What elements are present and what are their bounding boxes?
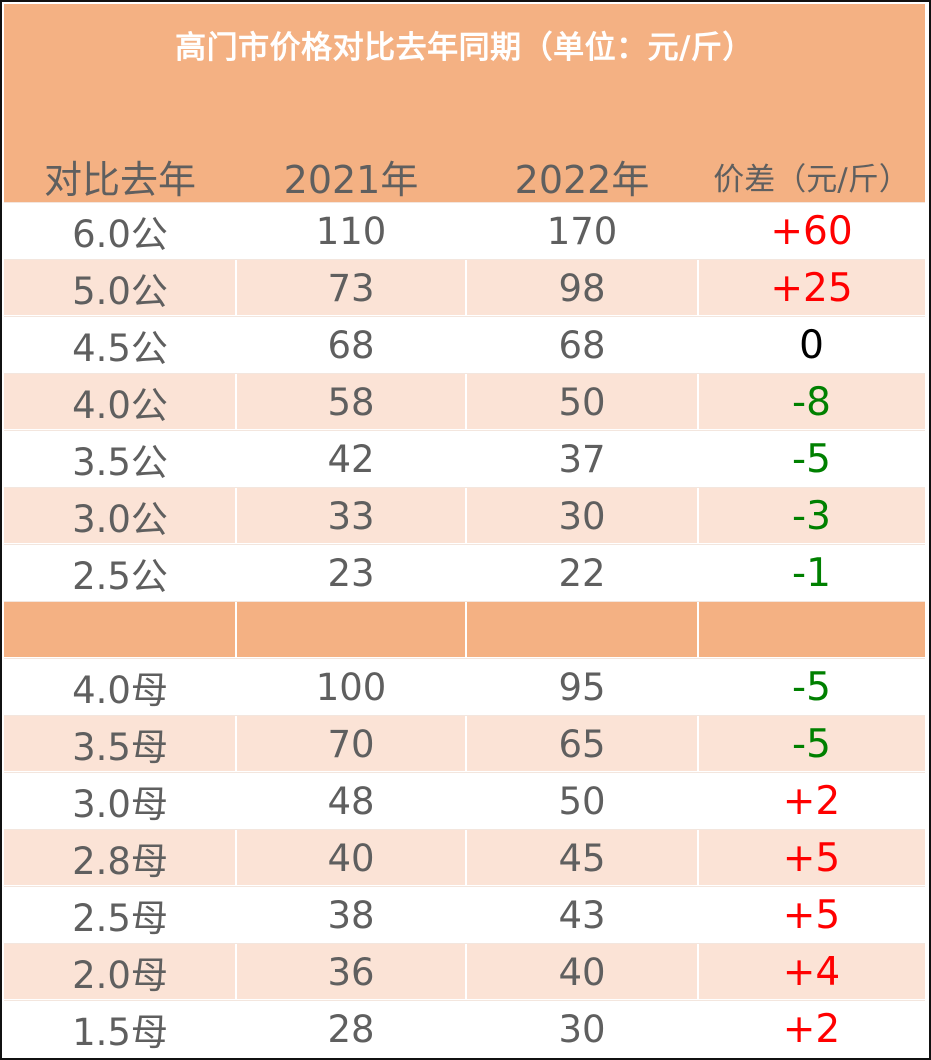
table-row: 2.0母 36 40 +4	[4, 943, 925, 1000]
column-divider	[465, 830, 467, 886]
spec-cell: 4.5公	[72, 327, 168, 370]
price-2021-cell: 40	[327, 836, 375, 880]
header-price-diff: 价差（元/斤）	[713, 161, 910, 198]
price-diff-cell: -8	[792, 379, 831, 425]
column-divider	[465, 716, 467, 772]
table-header: 高门市价格对比去年同期（单位：元/斤） 对比去年 2021年 2022年 价差（…	[4, 4, 925, 202]
table-row: 1.5母 28 30 +2	[4, 1000, 925, 1056]
spec-cell: 3.0母	[72, 783, 168, 826]
spec-cell: 1.5母	[72, 1011, 168, 1054]
price-diff-cell: +60	[770, 208, 853, 254]
price-diff-cell: +2	[782, 778, 841, 824]
column-divider	[465, 944, 467, 1000]
price-2022-cell: 43	[558, 893, 606, 937]
spec-cell: 2.5母	[72, 897, 168, 940]
column-divider	[465, 602, 467, 658]
column-divider	[697, 260, 699, 316]
table-row: 6.0公 110 170 +60	[4, 202, 925, 258]
column-divider	[235, 716, 237, 772]
table-row: 2.5公 23 22 -1	[4, 544, 925, 600]
column-divider	[235, 374, 237, 430]
spec-cell: 2.5公	[72, 555, 168, 598]
column-divider	[235, 944, 237, 1000]
table-row: 3.5公 42 37 -5	[4, 430, 925, 486]
price-2022-cell: 30	[558, 1007, 606, 1051]
header-2021: 2021年	[283, 157, 419, 202]
price-diff-cell: +4	[782, 949, 841, 995]
column-divider	[697, 830, 699, 886]
separator-row	[4, 601, 925, 658]
column-divider	[697, 716, 699, 772]
price-2021-cell: 58	[327, 380, 375, 424]
table-row: 3.0母 48 50 +2	[4, 772, 925, 828]
price-2022-cell: 50	[558, 779, 606, 823]
price-2022-cell: 170	[546, 209, 618, 253]
column-divider	[697, 944, 699, 1000]
table-row: 4.0公 58 50 -8	[4, 373, 925, 430]
price-diff-cell: -5	[792, 436, 831, 482]
spec-cell: 2.8母	[72, 840, 168, 883]
price-2022-cell: 95	[558, 665, 606, 709]
column-divider	[235, 260, 237, 316]
table-row: 2.8母 40 45 +5	[4, 829, 925, 886]
table-row: 3.0公 33 30 -3	[4, 487, 925, 544]
price-2021-cell: 110	[315, 209, 387, 253]
spec-cell: 3.5公	[72, 441, 168, 484]
spec-cell: 5.0公	[72, 270, 168, 313]
price-2022-cell: 37	[558, 437, 606, 481]
header-2022: 2022年	[514, 157, 650, 202]
spec-cell: 3.0公	[72, 498, 168, 541]
spec-cell: 4.0母	[72, 669, 168, 712]
price-2022-cell: 68	[558, 323, 606, 367]
column-divider	[697, 374, 699, 430]
price-2021-cell: 38	[327, 893, 375, 937]
price-2021-cell: 23	[327, 551, 375, 595]
price-2022-cell: 40	[558, 950, 606, 994]
column-divider	[465, 374, 467, 430]
column-divider	[235, 602, 237, 658]
table-row: 4.0母 100 95 -5	[4, 658, 925, 714]
column-divider	[697, 488, 699, 544]
column-divider	[235, 830, 237, 886]
price-2022-cell: 65	[558, 722, 606, 766]
price-2021-cell: 73	[327, 266, 375, 310]
table-row: 5.0公 73 98 +25	[4, 259, 925, 316]
price-2022-cell: 50	[558, 380, 606, 424]
spec-cell: 4.0公	[72, 384, 168, 427]
spec-cell: 6.0公	[72, 213, 168, 256]
column-divider	[465, 488, 467, 544]
price-2021-cell: 33	[327, 494, 375, 538]
price-2021-cell: 48	[327, 779, 375, 823]
table-row: 2.5母 38 43 +5	[4, 886, 925, 942]
price-diff-cell: 0	[799, 322, 824, 368]
price-2021-cell: 36	[327, 950, 375, 994]
column-divider	[697, 602, 699, 658]
price-2021-cell: 70	[327, 722, 375, 766]
column-divider	[465, 260, 467, 316]
price-2021-cell: 42	[327, 437, 375, 481]
table-title: 高门市价格对比去年同期（单位：元/斤）	[175, 30, 754, 66]
price-2022-cell: 22	[558, 551, 606, 595]
table-row: 4.5公 68 68 0	[4, 316, 925, 372]
price-2021-cell: 28	[327, 1007, 375, 1051]
price-2021-cell: 68	[327, 323, 375, 367]
price-2022-cell: 30	[558, 494, 606, 538]
price-diff-cell: +5	[782, 835, 841, 881]
spec-cell: 3.5母	[72, 726, 168, 769]
price-diff-cell: +2	[782, 1006, 841, 1052]
column-divider	[235, 488, 237, 544]
spec-cell: 2.0母	[72, 954, 168, 997]
price-2022-cell: 45	[558, 836, 606, 880]
header-compare: 对比去年	[43, 157, 196, 202]
price-diff-cell: -3	[792, 493, 831, 539]
price-2021-cell: 100	[315, 665, 387, 709]
price-diff-cell: -5	[792, 721, 831, 767]
price-diff-cell: +25	[770, 265, 853, 311]
price-2022-cell: 98	[558, 266, 606, 310]
price-diff-cell: +5	[782, 892, 841, 938]
price-diff-cell: -1	[792, 550, 831, 596]
price-diff-cell: -5	[792, 664, 831, 710]
table-row: 3.5母 70 65 -5	[4, 715, 925, 772]
